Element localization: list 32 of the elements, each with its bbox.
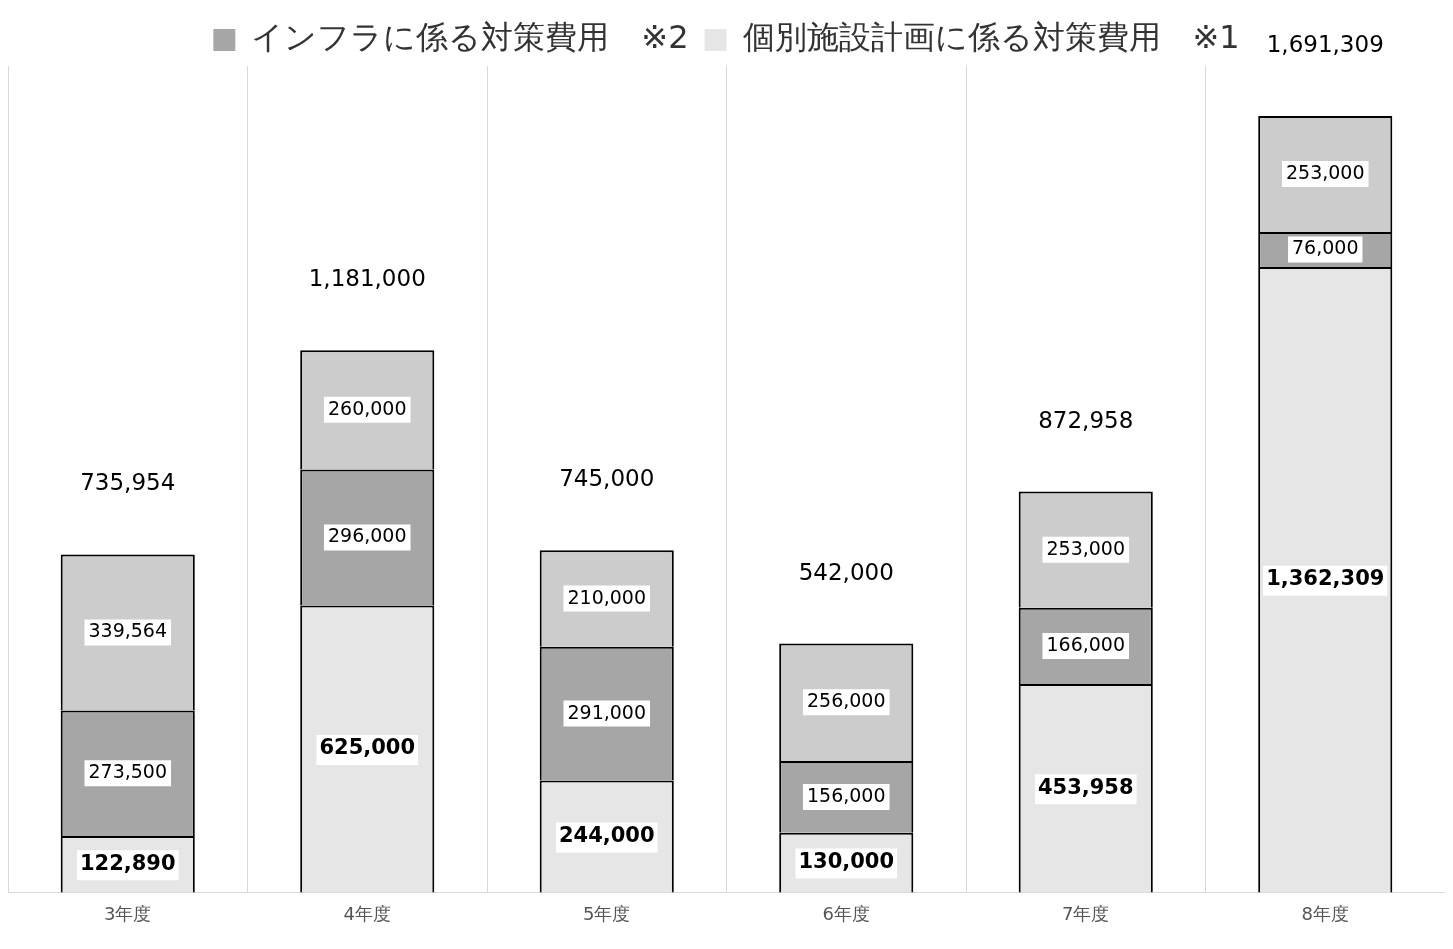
data-label: 156,000 bbox=[806, 783, 886, 806]
data-label: 256,000 bbox=[806, 689, 886, 712]
data-label: 260,000 bbox=[327, 396, 407, 419]
data-label: 453,958 bbox=[1037, 774, 1134, 799]
total-label: 735,954 bbox=[80, 469, 176, 496]
data-label: 625,000 bbox=[319, 735, 416, 760]
data-label: 76,000 bbox=[1292, 236, 1359, 259]
x-tick-label: 7年度 bbox=[1062, 902, 1110, 924]
data-label: 210,000 bbox=[567, 585, 647, 608]
data-label: 130,000 bbox=[798, 849, 895, 874]
data-label: 253,000 bbox=[1046, 536, 1126, 559]
data-label: 339,564 bbox=[88, 619, 168, 642]
data-label: 253,000 bbox=[1285, 160, 1365, 183]
data-label: 166,000 bbox=[1046, 632, 1126, 655]
total-label: 542,000 bbox=[798, 558, 894, 585]
data-label: 1,362,309 bbox=[1266, 566, 1385, 591]
data-label: 296,000 bbox=[327, 524, 407, 547]
x-tick-label: 5年度 bbox=[583, 902, 631, 924]
data-label: 291,000 bbox=[567, 700, 647, 723]
x-tick-label: 4年度 bbox=[343, 902, 391, 924]
legend-label: 個別施設計画に係る対策費用 ※1 bbox=[742, 18, 1240, 57]
x-tick-label: 8年度 bbox=[1301, 902, 1349, 924]
total-label: 1,181,000 bbox=[308, 265, 426, 292]
legend-label: インフラに係る対策費用 ※2 bbox=[251, 18, 689, 57]
data-label: 122,890 bbox=[79, 850, 176, 875]
total-label: 1,691,309 bbox=[1266, 30, 1384, 57]
x-tick-label: 6年度 bbox=[822, 902, 870, 924]
x-tick-label: 3年度 bbox=[104, 902, 152, 924]
data-label: 244,000 bbox=[558, 822, 655, 847]
data-label: 273,500 bbox=[88, 760, 168, 783]
total-label: 745,000 bbox=[559, 465, 655, 492]
total-label: 872,958 bbox=[1038, 406, 1134, 433]
